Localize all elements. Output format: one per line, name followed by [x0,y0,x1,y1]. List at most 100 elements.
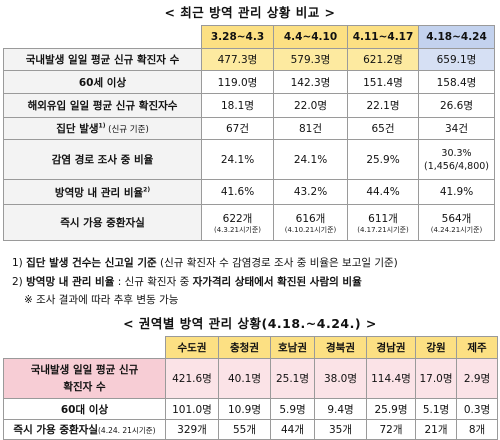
row-label: 국내발생 일일 평균 신규 확진자 수 [3,358,166,399]
cell: 477.3명 [201,48,274,71]
weekly-comparison-table: 3.28~4.3 4.4~4.10 4.11~4.17 4.18~4.24 국내… [3,25,495,241]
row-label-text: 방역망 내 관리 비율 [54,186,144,199]
cell: 616개 (4.10.21시기준) [273,204,348,241]
footnote-mark: 2) [143,186,151,193]
cell: 25.1명 [270,358,315,399]
table-row: 방역망 내 관리 비율2) 41.6% 43.2% 44.4% 41.9% [3,179,495,205]
cell: 44.4% [347,179,419,205]
cell: 114.4명 [366,358,416,399]
header-empty-cell [3,25,202,49]
cell: 142.3명 [273,70,348,94]
cell-value: 616개 [295,212,326,225]
cell-subtext: (1,456/4,800) [423,160,489,172]
table-row: 즉시 가용 중환자실(4.24. 21시기준) 329개 55개 44개 35개… [3,419,498,440]
cell: 41.6% [201,179,274,205]
row-label: 집단 발생1) (신규 기준) [3,117,202,140]
row-label: 감염 경로 조사 중 비율 [3,139,202,180]
table-row: 해외유입 일일 평균 신규 확진자수 18.1명 22.0명 22.1명 26.… [3,93,495,118]
cell: 22.1명 [347,93,419,118]
cell: 101.0명 [165,398,219,420]
cell: 40.1명 [218,358,271,399]
row-label: 해외유입 일일 평균 신규 확진자수 [3,93,202,118]
row-label-suffix: (신규 기준) [105,125,149,135]
cell: 26.6명 [418,93,495,118]
table-row: 즉시 가용 중환자실 622개 (4.3.21시기준) 616개 (4.10.21시… [3,204,495,241]
cell: 25.9% [347,139,419,180]
col-header: 경남권 [366,336,416,359]
cell: 119.0명 [201,70,274,94]
cell: 9.4명 [314,398,367,420]
cell: 621.2명 [347,48,419,71]
cell: 5.9명 [270,398,315,420]
cell-subtext: (4.17.21시기준) [357,225,409,234]
cell: 564개 (4.24.21시기준) [418,204,495,241]
col-header: 강원 [415,336,457,359]
table-row: 국내발생 일일 평균 신규 확진자 수 477.3명 579.3명 621.2명… [3,48,495,71]
cell-subtext: (4.24.21시기준) [430,225,483,234]
cell: 5.1명 [415,398,457,420]
cell: 10.9명 [218,398,271,420]
col-header: 충청권 [218,336,271,359]
row-label-suffix: (4.24. 21시기준) [98,426,156,435]
cell: 151.4명 [347,70,419,94]
col-header: 수도권 [165,336,219,359]
cell: 35개 [314,419,367,440]
table1-title: < 최근 방역 관리 상황 비교 > [164,5,336,20]
row-label: 60대 이상 [3,398,166,420]
note-prefix: 2) [12,276,27,288]
header-empty-cell [3,336,166,359]
note-text: (신규 확진자 수 감염경로 조사 중 비율은 보고일 기준) [156,257,398,269]
cell: 579.3명 [273,48,348,71]
cell-value: 611개 [368,212,398,225]
table-row: 집단 발생1) (신규 기준) 67건 81건 65건 34건 [3,117,495,140]
footnote-mark: 1) [98,122,106,130]
cell-value: 622개 [222,212,253,225]
cell: 659.1명 [418,48,495,71]
cell: 30.3% (1,456/4,800) [418,139,495,180]
cell: 622개 (4.3.21시기준) [201,204,274,241]
note-prefix: ※ [24,294,37,306]
cell: 65건 [347,117,419,140]
cell-value: 30.3% [441,147,472,159]
cell: 611개 (4.17.21시기준) [347,204,419,241]
row-label-text: 즉시 가용 중환자실 [13,424,98,436]
table2-title: < 권역별 방역 관리 상황(4.18.~4.24.) > [123,316,377,331]
col-header: 호남권 [270,336,315,359]
note-prefix: 1) [12,257,27,269]
note-bold: 집단 발생 건수는 신고일 기준 [26,257,157,269]
cell-subtext: (4.10.21시기준) [284,225,337,234]
col-header: 제주 [456,336,498,359]
note-1: 1) 집단 발생 건수는 신고일 기준 (신규 확진자 수 감염경로 조사 중 … [12,255,398,270]
note-bold: 방역망 내 관리 비율 [26,276,115,288]
cell: 81건 [273,117,348,140]
table-row: 60대 이상 101.0명 10.9명 5.9명 9.4명 25.9명 5.1명… [3,398,498,420]
cell: 329개 [165,419,219,440]
cell: 34건 [418,117,495,140]
col-header: 4.4~4.10 [273,25,348,49]
cell: 8개 [456,419,498,440]
cell: 38.0명 [314,358,367,399]
cell: 43.2% [273,179,348,205]
cell: 158.4명 [418,70,495,94]
row-label: 즉시 가용 중환자실(4.24. 21시기준) [3,419,166,440]
cell: 17.0명 [415,358,457,399]
table1-header-row: 3.28~4.3 4.4~4.10 4.11~4.17 4.18~4.24 [3,25,495,49]
cell: 55개 [218,419,271,440]
col-header: 4.11~4.17 [347,25,419,49]
cell: 67건 [201,117,274,140]
note-2: 2) 방역망 내 관리 비율 : 신규 확진자 중 자가격리 상태에서 확진된 … [12,274,362,289]
cell: 44개 [270,419,315,440]
table-row: 60세 이상 119.0명 142.3명 151.4명 158.4명 [3,70,495,94]
regional-table: 수도권 충청권 호남권 경북권 경남권 강원 제주 국내발생 일일 평균 신규 … [3,336,498,440]
row-label: 즉시 가용 중환자실 [3,204,202,241]
table2-header-row: 수도권 충청권 호남권 경북권 경남권 강원 제주 [3,336,498,359]
cell-value: 564개 [441,212,472,225]
note-bold: 자가격리 상태에서 확진된 사람의 비율 [192,276,362,288]
table-row: 국내발생 일일 평균 신규 확진자 수 421.6명 40.1명 25.1명 3… [3,358,498,399]
cell: 41.9% [418,179,495,205]
note-3: ※ 조사 결과에 따라 추후 변동 가능 [24,292,178,307]
cell: 24.1% [273,139,348,180]
col-header: 3.28~4.3 [201,25,274,49]
cell: 18.1명 [201,93,274,118]
cell: 72개 [366,419,416,440]
